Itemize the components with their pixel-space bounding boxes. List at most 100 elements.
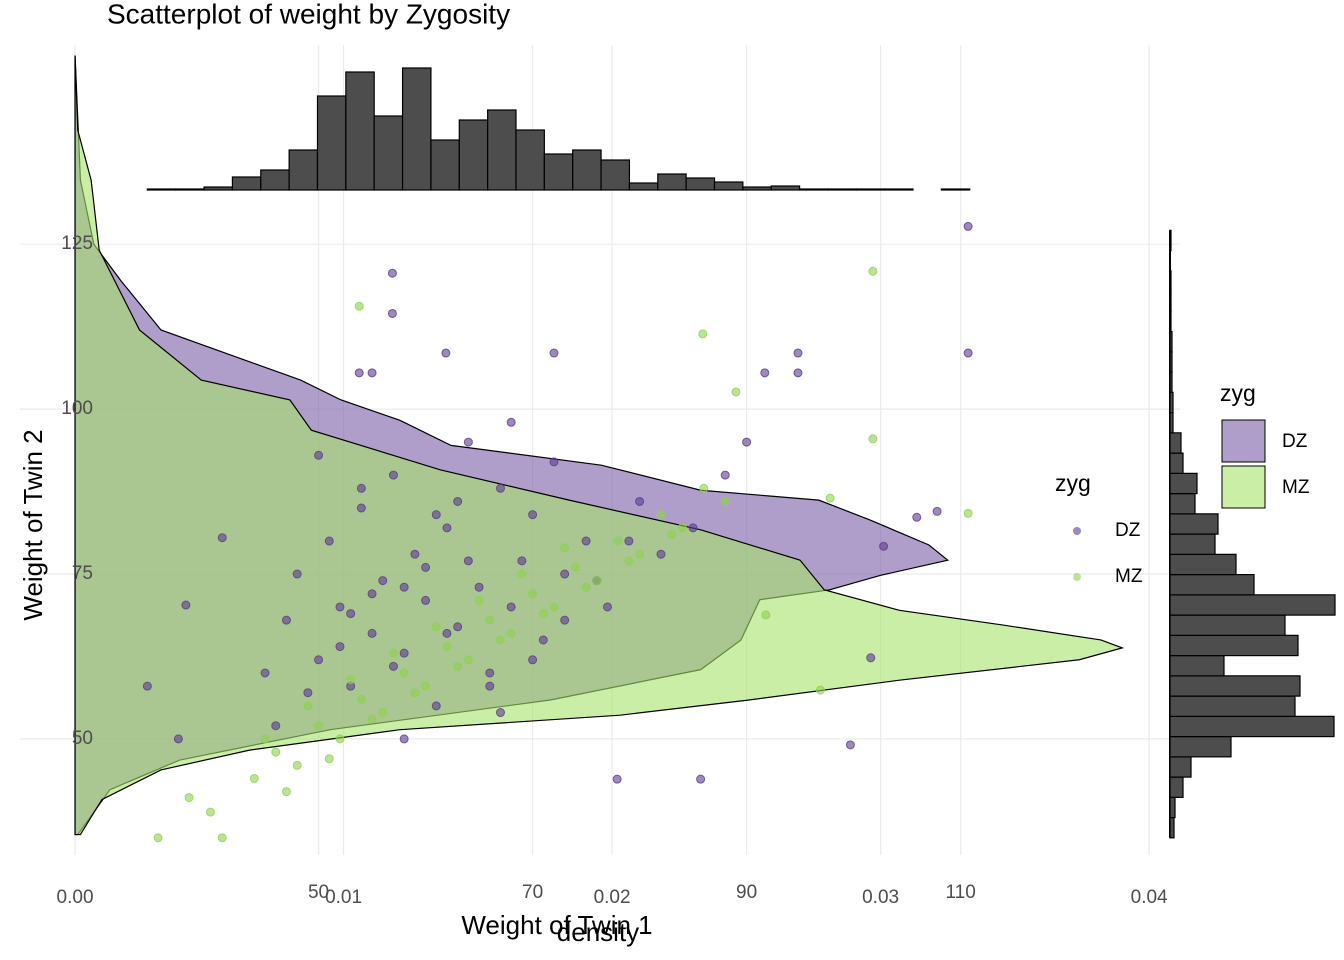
histogram-bar: [1169, 371, 1173, 393]
point: [688, 523, 698, 533]
point: [581, 582, 591, 592]
point: [506, 628, 516, 638]
point: [441, 348, 451, 358]
histogram-bar: [770, 185, 801, 191]
point: [698, 329, 708, 339]
point: [388, 648, 398, 658]
histogram-bar: [685, 177, 716, 191]
histogram-bar: [1169, 796, 1176, 819]
point: [354, 368, 364, 378]
legend-label: MZ: [1282, 477, 1310, 498]
point: [335, 642, 345, 652]
x-axis-title: Weight of Twin 1: [461, 910, 652, 940]
x-tick-label: 90: [736, 882, 757, 903]
point: [399, 582, 409, 592]
histogram-bar: [657, 173, 687, 191]
point: [624, 536, 634, 546]
histogram-bar: [1169, 715, 1335, 738]
x-tick-label: 110: [945, 882, 975, 903]
point: [793, 368, 803, 378]
point: [181, 600, 191, 610]
point: [453, 622, 463, 632]
y-tick-label: 75: [72, 563, 93, 584]
point: [314, 655, 324, 665]
point: [356, 694, 366, 704]
histogram-bar: [1169, 351, 1173, 373]
legend-swatch: [1221, 419, 1266, 463]
point: [592, 576, 602, 586]
histogram-bar: [316, 95, 347, 191]
point: [399, 648, 409, 658]
point: [761, 610, 771, 620]
point: [442, 628, 452, 638]
legend-label: DZ: [1115, 520, 1141, 541]
point: [421, 681, 431, 691]
point: [314, 721, 324, 731]
histogram-bar: [175, 188, 205, 191]
legend-marker: [1073, 527, 1081, 535]
point: [912, 512, 922, 522]
histogram-layer: [146, 67, 1336, 839]
point: [410, 688, 420, 698]
point: [205, 807, 215, 817]
histogram-bar: [1169, 412, 1174, 434]
density-area: [74, 55, 1125, 836]
point: [217, 833, 227, 843]
point: [335, 602, 345, 612]
point: [399, 668, 409, 678]
histogram-bar: [940, 188, 971, 191]
point: [485, 668, 495, 678]
point: [217, 533, 227, 543]
point: [528, 589, 538, 599]
point: [281, 787, 291, 797]
x-tick-label: 0.00: [57, 887, 94, 908]
histogram-bar: [1169, 310, 1172, 333]
histogram-bar: [713, 181, 744, 191]
point: [635, 496, 645, 506]
point: [249, 773, 259, 783]
point: [356, 503, 366, 513]
histogram-bar: [798, 188, 829, 191]
point: [367, 589, 377, 599]
point: [431, 622, 441, 632]
x-tick-label: 70: [522, 882, 543, 903]
histogram-bar: [430, 139, 460, 191]
point: [292, 569, 302, 579]
point: [699, 483, 709, 493]
point: [549, 348, 559, 358]
histogram-bar: [1169, 229, 1172, 252]
point: [474, 582, 484, 592]
histogram-bar: [1169, 432, 1182, 454]
point: [495, 708, 505, 718]
histogram-bar: [1169, 634, 1299, 657]
point: [845, 740, 855, 750]
y-axis-title: Weight of Twin 2: [18, 429, 48, 620]
legend-swatch: [1221, 465, 1266, 509]
point: [378, 708, 388, 718]
point: [624, 556, 634, 566]
point: [153, 833, 163, 843]
point: [431, 510, 441, 520]
point: [963, 221, 973, 231]
histogram-bar: [600, 159, 631, 191]
point: [506, 417, 516, 427]
point: [324, 754, 334, 764]
point: [495, 483, 505, 493]
y-tick-label: 125: [61, 233, 93, 254]
histogram-bar: [1169, 756, 1192, 778]
histogram-bar: [543, 153, 574, 191]
histogram-bar: [855, 188, 886, 191]
point: [538, 635, 548, 645]
legend-label: MZ: [1115, 566, 1143, 587]
histogram-bar: [146, 188, 177, 191]
histogram-bar: [1169, 493, 1196, 515]
point: [731, 387, 741, 397]
density-axis-title: density: [557, 917, 639, 947]
point: [421, 562, 431, 572]
point: [963, 348, 973, 358]
point: [570, 562, 580, 572]
histogram-bar: [1169, 331, 1173, 353]
point: [879, 541, 889, 551]
point: [495, 635, 505, 645]
